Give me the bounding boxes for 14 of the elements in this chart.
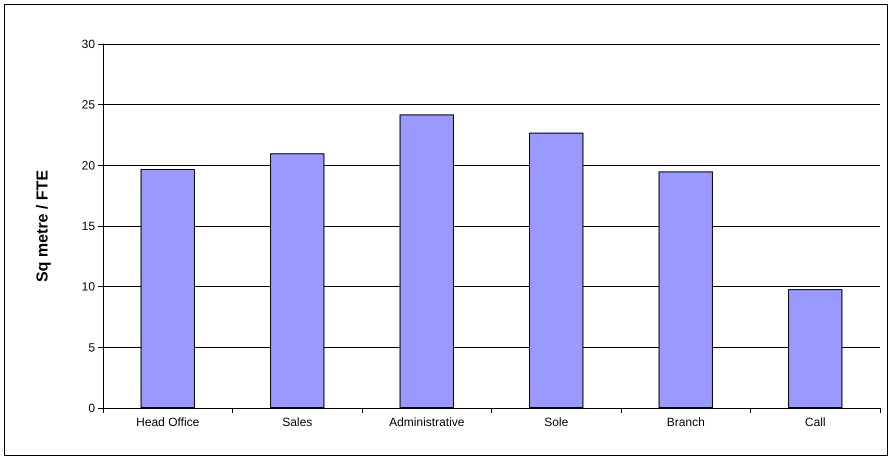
x-tick-label: Sales [282, 415, 312, 429]
x-tick-label: Head Office [136, 415, 200, 429]
y-tick-label: 5 [88, 340, 96, 354]
x-tick-label: Sole [544, 415, 569, 429]
y-tick-label: 15 [82, 219, 96, 233]
y-tick-label: 10 [82, 280, 96, 294]
x-tick-label: Branch [666, 415, 705, 429]
y-tick-label: 30 [82, 37, 96, 51]
x-tick-label: Administrative [389, 415, 465, 429]
y-tick-label: 25 [82, 98, 96, 112]
y-tick-label: 20 [82, 158, 96, 172]
y-axis-title: Sq metre / FTE [34, 170, 52, 282]
x-tick-label: Call [804, 415, 826, 429]
y-tick-label: 0 [88, 401, 96, 415]
